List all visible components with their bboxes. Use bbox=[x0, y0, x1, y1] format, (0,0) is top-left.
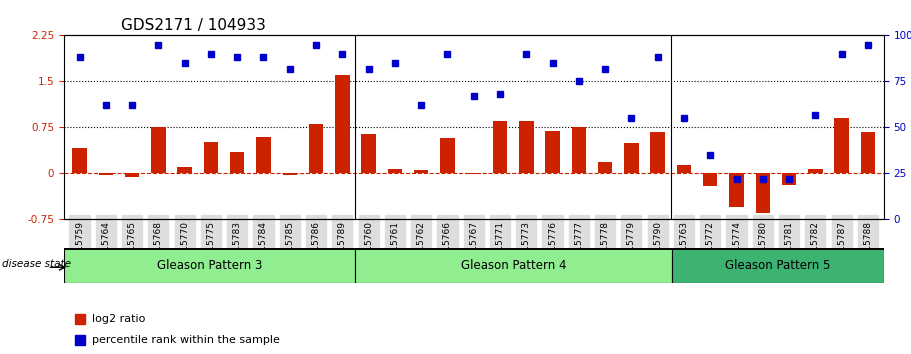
Bar bbox=[178, 167, 192, 173]
Text: disease state: disease state bbox=[2, 259, 71, 269]
Text: GDS2171 / 104933: GDS2171 / 104933 bbox=[121, 18, 266, 33]
Bar bbox=[414, 170, 428, 173]
Bar bbox=[834, 118, 849, 173]
FancyBboxPatch shape bbox=[672, 248, 884, 283]
Bar bbox=[72, 148, 87, 173]
Bar bbox=[388, 169, 402, 173]
Bar bbox=[755, 173, 770, 213]
Bar bbox=[151, 127, 166, 173]
Bar bbox=[362, 133, 376, 173]
Bar bbox=[519, 121, 534, 173]
Bar bbox=[703, 173, 718, 186]
Text: Gleason Pattern 3: Gleason Pattern 3 bbox=[157, 259, 262, 272]
Bar bbox=[861, 132, 875, 173]
Bar bbox=[466, 173, 481, 174]
Text: Gleason Pattern 4: Gleason Pattern 4 bbox=[461, 259, 566, 272]
Bar bbox=[204, 142, 218, 173]
Bar bbox=[493, 121, 507, 173]
Bar bbox=[730, 173, 743, 207]
Bar bbox=[650, 132, 665, 173]
Bar bbox=[230, 152, 244, 173]
Bar bbox=[282, 173, 297, 175]
Bar bbox=[98, 173, 113, 175]
Bar bbox=[677, 165, 691, 173]
Bar bbox=[335, 75, 350, 173]
Bar bbox=[546, 131, 559, 173]
Bar bbox=[256, 137, 271, 173]
Bar bbox=[309, 124, 323, 173]
Bar bbox=[808, 169, 823, 173]
Text: percentile rank within the sample: percentile rank within the sample bbox=[93, 335, 281, 345]
Bar bbox=[782, 173, 796, 184]
Bar bbox=[624, 143, 639, 173]
Text: Gleason Pattern 5: Gleason Pattern 5 bbox=[725, 259, 831, 272]
FancyBboxPatch shape bbox=[354, 248, 672, 283]
Bar bbox=[440, 138, 455, 173]
Bar bbox=[598, 162, 612, 173]
Bar bbox=[125, 173, 139, 177]
FancyBboxPatch shape bbox=[64, 248, 354, 283]
Bar bbox=[571, 127, 586, 173]
Text: log2 ratio: log2 ratio bbox=[93, 314, 146, 324]
